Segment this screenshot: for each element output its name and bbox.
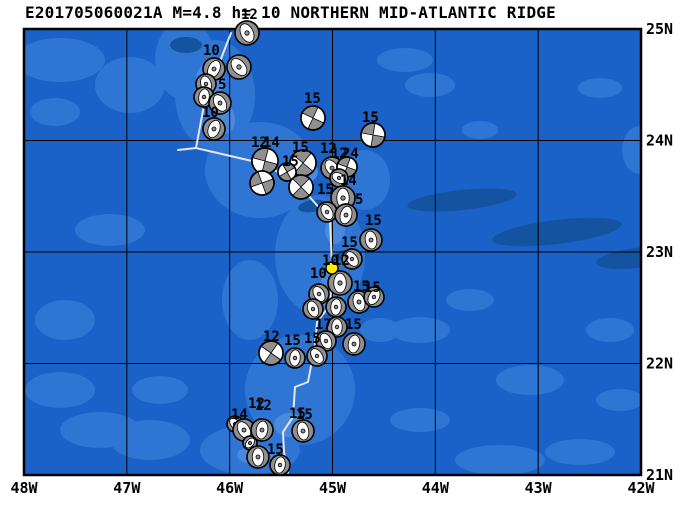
focal-mechanism [234, 20, 260, 46]
depth-label: 10 [322, 253, 339, 269]
latitude-axis-label: 23N [646, 243, 673, 261]
latitude-axis-label: 21N [646, 466, 673, 484]
focal-mechanism [326, 316, 348, 338]
map-frame [22, 27, 643, 477]
longitude-axis-label: 46W [216, 479, 244, 497]
depth-label: 15 [292, 140, 309, 156]
ridge-segment [177, 147, 197, 151]
depth-label: 12 [263, 329, 280, 345]
depth-label: 15 [304, 331, 321, 347]
focal-mechanism [359, 228, 383, 252]
focal-mechanism [284, 347, 306, 369]
axis-label-layer: 48W 47W 46W 45W 44W 43W 42W 25N 24N 23N 22N 21N [10, 20, 673, 497]
depth-label: 15 [365, 213, 382, 229]
focal-mechanism [249, 170, 275, 196]
depth-label: 12 [320, 141, 337, 157]
depth-label: 15 [341, 235, 358, 251]
focal-mechanism-layer [193, 20, 386, 476]
depth-label: 5 [218, 77, 226, 93]
depth-label: 14 [263, 135, 280, 151]
depth-label: 15 [345, 317, 362, 333]
depth-label: 10 [202, 105, 219, 121]
focal-mechanism [334, 203, 358, 227]
focal-mechanism [258, 340, 284, 366]
focal-mechanism [342, 332, 366, 356]
highlight-event-marker [325, 261, 339, 275]
longitude-axis-label: 48W [10, 479, 38, 497]
figure-title: E201705060021A M=4.8 h= 10 NORTHERN MID-… [25, 3, 556, 22]
focal-mechanism [325, 296, 347, 318]
depth-label: 15 [282, 154, 299, 170]
depth-label: 12 [241, 7, 258, 23]
focal-mechanism [329, 168, 349, 188]
depth-label: 15 [304, 91, 321, 107]
depth-label: 15 [364, 280, 381, 296]
depth-label: 17 [315, 317, 332, 333]
focal-mechanism [288, 174, 314, 200]
depth-label: 5 [355, 192, 363, 208]
focal-mechanism [246, 445, 270, 469]
longitude-axis-label: 44W [422, 479, 450, 497]
focal-mechanism [302, 298, 324, 320]
depth-label: 15 [362, 110, 379, 126]
depth-label: 15 [296, 407, 313, 423]
focal-mechanism [306, 345, 328, 367]
depth-label: 10 [203, 43, 220, 59]
focal-mechanism [363, 286, 385, 308]
focal-mechanism [226, 54, 252, 80]
ridge-axis-line [177, 32, 333, 474]
focal-mechanism [251, 147, 279, 175]
depth-label: 15 [353, 279, 370, 295]
depth-label: 14 [231, 407, 248, 423]
focal-mechanism [341, 248, 363, 270]
focal-mechanism [291, 419, 315, 443]
depth-label: 15 [267, 442, 284, 458]
depth-label: 14 [340, 173, 357, 189]
depth-label: 15 [289, 406, 306, 422]
latitude-axis-label: 24N [646, 132, 673, 150]
focal-mechanism [327, 270, 353, 296]
depth-label: 12 [251, 135, 268, 151]
latitude-axis-label: 25N [646, 20, 673, 38]
focal-mechanism [269, 454, 291, 476]
depth-label: 10 [310, 266, 327, 282]
longitude-axis-label: 47W [113, 479, 141, 497]
focal-mechanism [347, 290, 371, 314]
focal-mechanism [360, 122, 386, 148]
focal-mechanism [300, 105, 326, 131]
focal-mechanism [202, 117, 226, 141]
depth-label: 12 [331, 146, 348, 162]
latitude-axis-label: 22N [646, 355, 673, 373]
depth-label: 12 [248, 396, 265, 412]
depth-label: 24 [342, 146, 359, 162]
longitude-axis-label: 43W [525, 479, 553, 497]
focal-mechanism [250, 418, 274, 442]
depth-label: 12 [333, 253, 350, 269]
longitude-axis-label: 45W [319, 479, 347, 497]
longitude-axis-label: 42W [627, 479, 655, 497]
focal-mechanism [316, 201, 338, 223]
ridge-segment [195, 32, 333, 474]
focal-mechanism [208, 91, 232, 115]
depth-label: 12 [255, 398, 272, 414]
depth-label: 15 [317, 182, 334, 198]
depth-label: 15 [284, 333, 301, 349]
